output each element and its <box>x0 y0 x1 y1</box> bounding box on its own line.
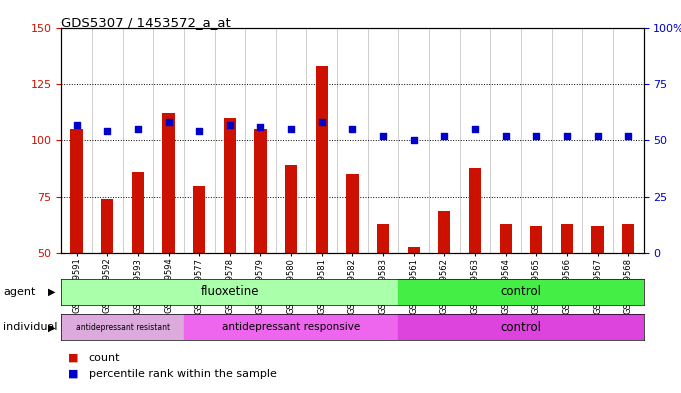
Bar <box>315 66 328 253</box>
Text: agent: agent <box>3 287 36 297</box>
Point <box>163 119 174 125</box>
Text: antidepressant responsive: antidepressant responsive <box>222 322 360 332</box>
Point <box>470 126 481 132</box>
Bar <box>398 279 644 305</box>
Bar <box>255 129 267 253</box>
Text: ■: ■ <box>68 353 78 363</box>
Point <box>408 137 419 143</box>
Point <box>316 119 327 125</box>
Point <box>132 126 143 132</box>
Text: GDS5307 / 1453572_a_at: GDS5307 / 1453572_a_at <box>61 16 231 29</box>
Point <box>622 133 633 139</box>
Bar <box>591 226 603 253</box>
Bar <box>377 224 390 253</box>
Text: fluoxetine: fluoxetine <box>201 285 259 298</box>
Bar <box>61 279 398 305</box>
Point <box>193 128 204 134</box>
Point <box>71 121 82 128</box>
Bar <box>132 172 144 253</box>
Text: ▶: ▶ <box>48 287 56 297</box>
Bar <box>500 224 512 253</box>
Bar <box>184 314 398 340</box>
Text: individual: individual <box>3 322 58 332</box>
Text: control: control <box>501 321 541 334</box>
Point <box>377 133 388 139</box>
Point <box>101 128 112 134</box>
Bar <box>560 224 573 253</box>
Bar <box>530 226 542 253</box>
Text: count: count <box>89 353 120 363</box>
Bar <box>398 314 644 340</box>
Text: ■: ■ <box>68 369 78 379</box>
Text: ▶: ▶ <box>48 322 56 332</box>
Point <box>561 133 572 139</box>
Point <box>531 133 542 139</box>
Bar <box>622 224 634 253</box>
Bar <box>101 199 113 253</box>
Point <box>255 124 266 130</box>
Point <box>286 126 297 132</box>
Bar <box>70 129 82 253</box>
Bar <box>223 118 236 253</box>
Point <box>592 133 603 139</box>
Bar <box>61 314 184 340</box>
Text: antidepressant resistant: antidepressant resistant <box>76 323 170 332</box>
Bar <box>162 113 174 253</box>
Bar <box>285 165 297 253</box>
Point <box>439 133 449 139</box>
Point <box>347 126 358 132</box>
Bar <box>347 174 359 253</box>
Bar <box>407 247 419 253</box>
Text: percentile rank within the sample: percentile rank within the sample <box>89 369 276 379</box>
Bar <box>193 185 206 253</box>
Bar <box>439 211 451 253</box>
Text: control: control <box>501 285 541 298</box>
Bar <box>469 167 481 253</box>
Point <box>224 121 236 128</box>
Point <box>500 133 511 139</box>
